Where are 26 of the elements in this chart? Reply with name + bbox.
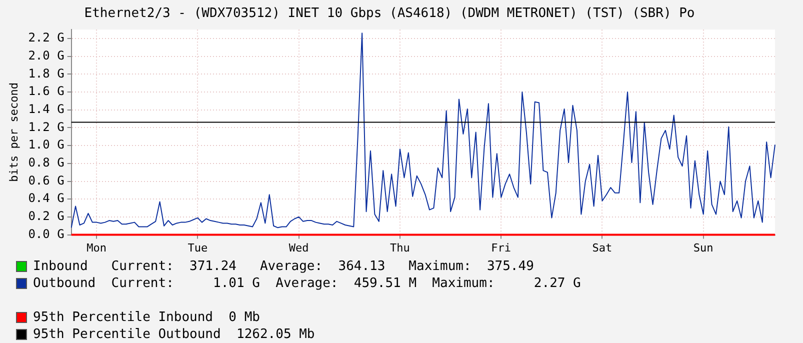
y-tick-label: 0.8 G: [28, 156, 64, 170]
y-tick-label: 0.2 G: [28, 209, 64, 224]
legend-label: 95th Percentile Outbound 1262.05 Mb: [33, 327, 315, 342]
text: Inbound Current: 371.24 Average: 364.13 Maximum: 375.49: [33, 259, 534, 274]
y-tick-label: 1.2 G: [28, 120, 64, 134]
y-tick-label: 1.6 G: [28, 84, 64, 98]
x-tick-label: Tue: [188, 241, 208, 254]
chart-title: Ethernet2/3 - (WDX703512) INET 10 Gbps (AS4618) (DWDM METRONET) (TST) (SBR) Po: [84, 6, 695, 22]
text: Current: 1.01 G Average: 459.51 M Maximum: 2.27 G: [111, 276, 581, 291]
x-tick-label: Sat: [592, 241, 612, 254]
y-tick-label: 0.0 G: [28, 226, 64, 241]
x-tick-label: Wed: [288, 241, 309, 254]
y-tick-label: 0.4 G: [28, 191, 64, 206]
x-tick-label: Fri: [491, 241, 512, 254]
y-tick-label: 1.8 G: [28, 66, 64, 80]
x-tick-label: Sun: [693, 241, 714, 254]
x-tick-label: Thu: [390, 241, 410, 254]
y-axis-title: bits per second: [7, 82, 20, 182]
y-tick-label: 1.4 G: [28, 102, 64, 116]
legend-label: Outbound: [33, 276, 97, 291]
y-tick-label: 2.2 G: [28, 30, 64, 45]
legend-label: 95th Percentile Inbound 0 Mb: [33, 310, 260, 325]
x-tick-label: Mon: [86, 241, 107, 254]
y-tick-label: 1.0 G: [28, 138, 64, 152]
y-tick-label: 0.6 G: [28, 173, 64, 188]
y-tick-label: 2.0 G: [28, 48, 64, 62]
